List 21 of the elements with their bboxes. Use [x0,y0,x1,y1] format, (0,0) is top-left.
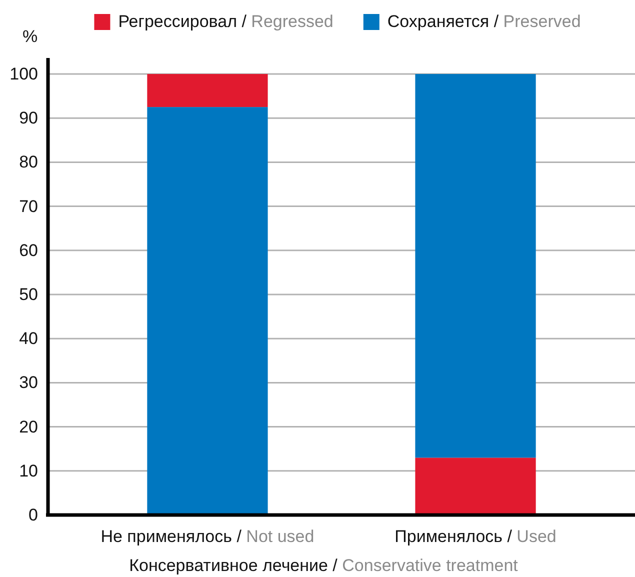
legend-label: Регрессировал / Regressed [118,12,334,31]
y-tick-label: 70 [19,196,38,216]
y-tick-label: 60 [19,240,38,260]
y-tick-label: 20 [19,417,38,436]
bar [147,107,268,515]
bar [147,74,268,108]
y-tick-label: 80 [19,152,38,172]
y-tick-label: 30 [19,373,38,392]
legend-label: Сохраняется / Preserved [387,12,581,31]
y-tick-label: 100 [10,64,38,84]
bar [415,458,536,515]
y-tick-label: 40 [19,329,38,348]
x-tick-label: Не применялось / Not used [100,527,314,546]
y-tick-label: 0 [28,505,38,524]
x-tick-label: Применялось / Used [394,527,556,546]
y-axis-title: % [22,27,38,46]
y-tick-label: 50 [19,284,38,304]
x-axis-title: Консервативное лечение / Conservative treatment [129,556,518,575]
y-tick-label: 10 [19,461,38,480]
bar [415,74,536,458]
y-tick-label: 90 [19,108,38,128]
